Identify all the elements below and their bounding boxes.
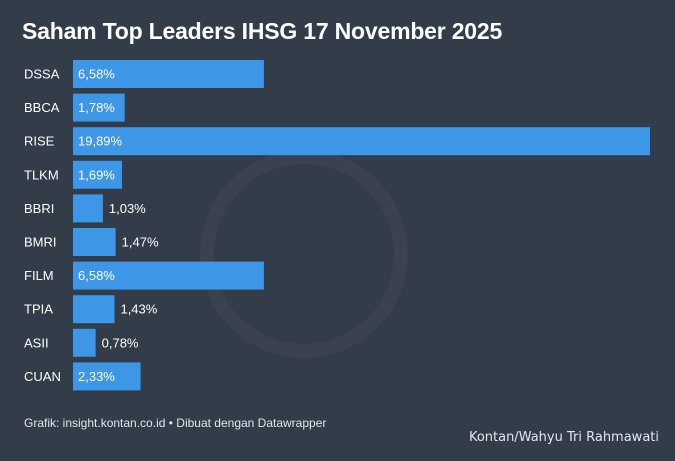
category-label-film: FILM xyxy=(24,268,54,283)
bar-chart: DSSA 6,58% BBCA 1,78% RISE 19,89% TLKM 1,69% BBR… xyxy=(24,60,650,391)
value-label-bmri: 1,47% xyxy=(122,235,159,250)
value-label-asii: 0,78% xyxy=(102,335,139,350)
value-label-tpia: 1,43% xyxy=(120,302,157,317)
value-label-bbri: 1,03% xyxy=(109,201,146,216)
value-label-dssa: 6,58% xyxy=(78,67,115,82)
bar-cuan xyxy=(73,362,141,391)
bar-bbca xyxy=(73,93,125,122)
bar-asii xyxy=(73,328,96,357)
category-label-rise: RISE xyxy=(24,134,55,149)
value-label-bbca: 1,78% xyxy=(78,100,115,115)
bar-tpia xyxy=(73,295,115,324)
value-label-rise: 19,89% xyxy=(78,134,123,149)
value-label-cuan: 2,33% xyxy=(78,369,115,384)
category-label-tpia: TPIA xyxy=(24,302,53,317)
category-label-cuan: CUAN xyxy=(24,369,61,384)
bar-tlkm xyxy=(73,160,123,189)
category-label-bbri: BBRI xyxy=(24,201,54,216)
bar-film xyxy=(73,261,264,290)
category-label-asii: ASII xyxy=(24,335,49,350)
bar-bbri xyxy=(73,194,103,223)
source-note: Grafik: insight.kontan.co.id • Dibuat de… xyxy=(24,416,327,430)
bar-dssa xyxy=(73,60,264,88)
photo-credit: Kontan/Wahyu Tri Rahmawati xyxy=(468,430,659,445)
category-label-dssa: DSSA xyxy=(24,67,60,82)
value-label-film: 6,58% xyxy=(78,268,115,283)
value-label-tlkm: 1,69% xyxy=(78,167,115,182)
category-label-tlkm: TLKM xyxy=(24,167,59,182)
bar-rise xyxy=(73,127,650,156)
category-label-bmri: BMRI xyxy=(24,235,57,250)
chart-title: Saham Top Leaders IHSG 17 November 2025 xyxy=(22,18,503,44)
bar-bmri xyxy=(73,228,116,256)
category-label-bbca: BBCA xyxy=(24,100,60,115)
